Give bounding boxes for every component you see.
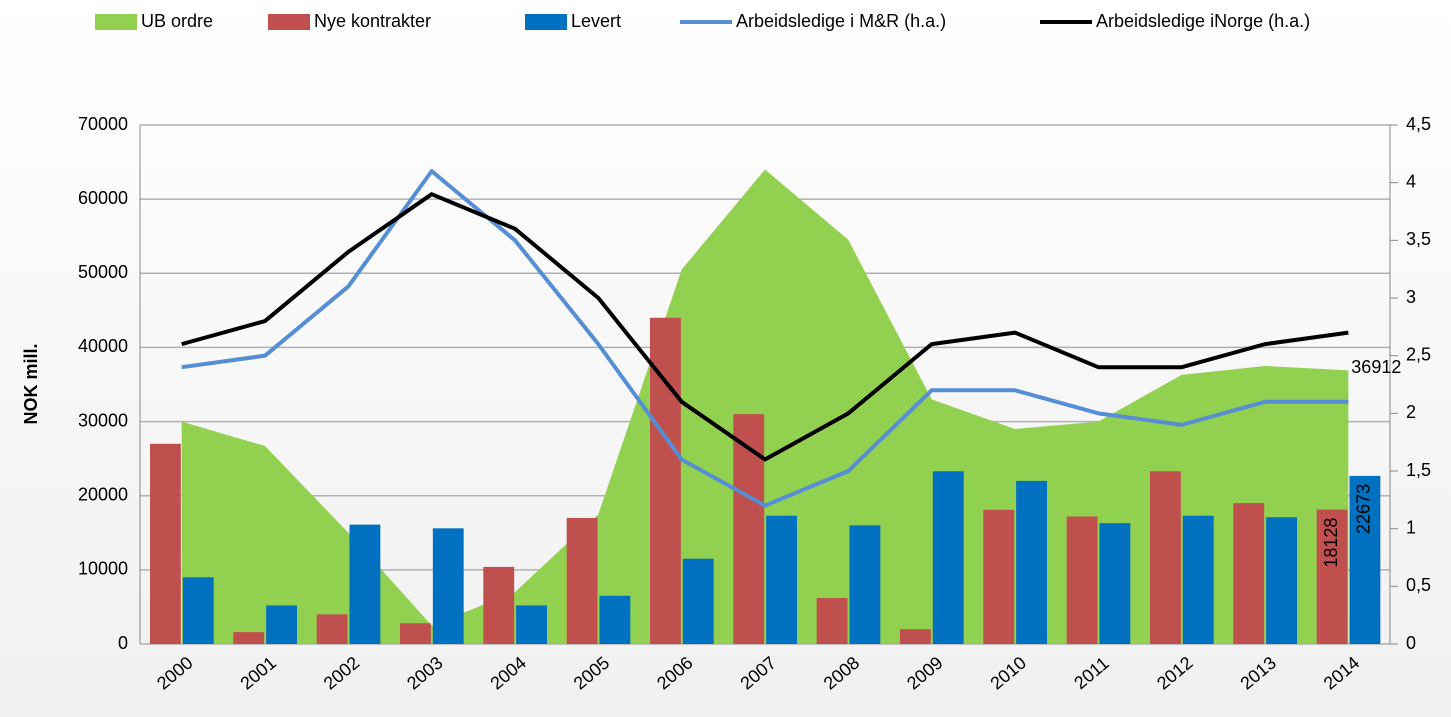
bar <box>400 623 431 644</box>
area <box>181 169 1349 644</box>
legend-swatch <box>95 14 137 30</box>
x-tick-label: 2008 <box>820 653 864 694</box>
y2-tick-label: 3,5 <box>1406 229 1431 249</box>
x-tick-label: 2010 <box>986 653 1030 694</box>
x-tick-label: 2002 <box>320 653 364 694</box>
bar <box>182 577 214 644</box>
y-tick-label: 10000 <box>78 559 128 579</box>
data-label: 18128 <box>1321 518 1341 568</box>
y2-tick-label: 4,5 <box>1406 114 1431 134</box>
bar <box>849 525 881 644</box>
bar <box>766 515 797 644</box>
y-tick-label: 30000 <box>78 410 128 430</box>
legend-swatch <box>268 14 310 30</box>
x-tick-label: 2001 <box>236 653 280 694</box>
bar <box>566 517 598 644</box>
y2-tick-label: 3 <box>1406 287 1416 307</box>
bar <box>516 605 547 644</box>
x-tick-label: 2014 <box>1320 653 1364 694</box>
bar <box>483 566 515 644</box>
y-tick-label: 0 <box>118 633 128 653</box>
legend-label: Arbeidsledige i M&R (h.a.) <box>736 11 946 31</box>
bar <box>1016 480 1047 644</box>
bar <box>1349 475 1381 644</box>
y-axis-label: NOK mill. <box>21 343 41 424</box>
x-tick-label: 2006 <box>653 653 697 694</box>
bar <box>233 632 265 644</box>
x-tick-label: 2007 <box>736 653 780 694</box>
bar <box>349 524 381 644</box>
bar <box>1233 503 1265 644</box>
data-label: 36912 <box>1351 357 1401 377</box>
legend-label: Nye kontrakter <box>314 11 431 31</box>
x-tick-label: 2011 <box>1070 653 1113 693</box>
legend-label: Levert <box>571 11 621 31</box>
bar <box>150 443 181 644</box>
y2-tick-label: 0 <box>1406 633 1416 653</box>
y-tick-label: 40000 <box>78 336 128 356</box>
y2-tick-label: 1 <box>1406 517 1416 537</box>
legend-swatch <box>525 14 567 30</box>
bar <box>682 558 714 644</box>
x-tick-label: 2012 <box>1153 653 1197 694</box>
bar <box>932 471 964 644</box>
legend-label: Arbeidsledige iNorge (h.a.) <box>1096 11 1310 31</box>
x-tick-label: 2005 <box>570 653 614 694</box>
x-tick-label: 2013 <box>1236 653 1280 694</box>
bar <box>1150 471 1181 644</box>
y2-tick-label: 2,5 <box>1406 344 1431 364</box>
y-tick-label: 50000 <box>78 262 128 282</box>
y2-tick-label: 0,5 <box>1406 575 1431 595</box>
y-tick-label: 20000 <box>78 484 128 504</box>
bar <box>1182 515 1214 644</box>
legend-label: UB ordre <box>141 11 213 31</box>
y2-tick-label: 2 <box>1406 402 1416 422</box>
bar <box>1099 523 1131 644</box>
bar <box>983 509 1015 644</box>
x-tick-label: 2009 <box>903 653 947 694</box>
x-tick-label: 2003 <box>403 653 447 694</box>
x-tick-label: 2000 <box>153 653 197 694</box>
bar <box>1316 509 1348 644</box>
bar <box>1066 516 1098 644</box>
y2-tick-label: 1,5 <box>1406 460 1431 480</box>
line <box>181 169 1349 508</box>
bar <box>599 595 631 644</box>
y2-tick-label: 4 <box>1406 171 1416 191</box>
bar <box>432 528 464 644</box>
bar <box>816 598 848 644</box>
bar <box>316 614 348 644</box>
bar <box>650 317 681 644</box>
x-tick-label: 2004 <box>486 653 530 694</box>
bar <box>900 629 931 644</box>
bar <box>733 414 765 644</box>
bar <box>266 605 297 644</box>
bar <box>1266 517 1297 644</box>
line <box>181 192 1349 462</box>
y-tick-label: 70000 <box>78 114 128 134</box>
data-label: 22673 <box>1354 484 1374 534</box>
y-tick-label: 60000 <box>78 188 128 208</box>
